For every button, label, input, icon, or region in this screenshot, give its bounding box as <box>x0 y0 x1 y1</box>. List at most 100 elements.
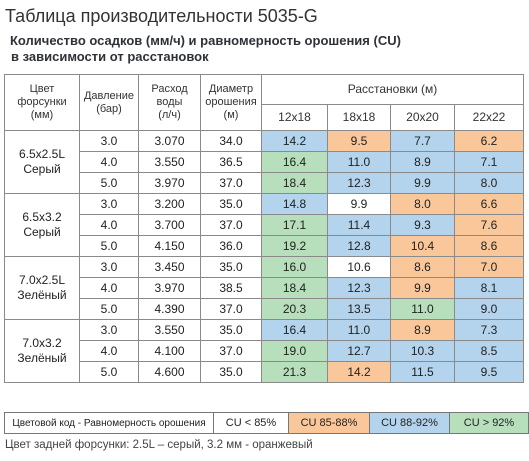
header-nozzle: Цвет форсунки (мм) <box>4 74 80 131</box>
table-row: 5.0 4.600 35.0 21.3 14.2 11.5 9.5 <box>5 361 524 383</box>
diameter-cell: 35.0 <box>200 361 262 383</box>
precipitation-cell: 9.9 <box>390 277 455 299</box>
precipitation-cell: 8.0 <box>390 193 455 215</box>
precipitation-cell: 19.2 <box>261 235 328 257</box>
subtitle-line-1: Количество осадков (мм/ч) и равномерност… <box>10 33 401 48</box>
pressure-cell: 4.0 <box>79 277 139 299</box>
pressure-cell: 4.0 <box>79 214 139 236</box>
nozzle-cell: 7.0x2.5L Зелёный <box>4 256 80 320</box>
footnote: Цвет задней форсунки: 2.5L – серый, 3.2 … <box>5 439 313 451</box>
precipitation-cell: 9.0 <box>454 298 524 320</box>
pressure-cell: 5.0 <box>79 172 139 194</box>
precipitation-cell: 8.0 <box>454 172 524 194</box>
header-spacing-22x22: 22x22 <box>454 104 524 131</box>
flow-cell: 4.600 <box>138 361 201 383</box>
header-pressure: Давление (бар) <box>79 74 139 131</box>
precipitation-cell: 10.3 <box>390 340 455 362</box>
nozzle-size: 7.0x2.5L <box>18 273 66 287</box>
pressure-cell: 5.0 <box>79 361 139 383</box>
header-spacing-20x20: 20x20 <box>390 104 455 131</box>
nozzle-color: Зелёный <box>17 351 67 365</box>
pressure-cell: 3.0 <box>79 193 139 215</box>
precipitation-cell: 9.5 <box>327 130 391 152</box>
nozzle-cell: 7.0x3.2 Зелёный <box>4 319 80 383</box>
flow-cell: 3.970 <box>138 277 201 299</box>
precipitation-cell: 6.2 <box>454 130 524 152</box>
precipitation-cell: 17.1 <box>261 214 328 236</box>
nozzle-size: 6.5x2.5L <box>18 147 66 161</box>
precipitation-cell: 20.3 <box>261 298 328 320</box>
precipitation-cell: 9.5 <box>454 361 524 383</box>
diameter-cell: 35.0 <box>200 193 262 215</box>
diameter-cell: 35.0 <box>200 319 262 341</box>
precipitation-cell: 18.4 <box>261 277 328 299</box>
table-row: 6.5x3.2 Серый 3.0 3.200 35.0 14.8 9.9 8.0 6.6 <box>4 193 524 257</box>
table-row: 4.0 3.550 36.5 16.4 11.0 8.9 7.1 <box>5 151 524 173</box>
table-row: 4.0 3.970 38.5 18.4 12.3 9.9 8.1 <box>5 277 524 299</box>
diameter-cell: 34.0 <box>200 130 262 152</box>
diameter-cell: 38.5 <box>200 277 262 299</box>
diameter-cell: 37.0 <box>200 214 262 236</box>
precipitation-cell: 7.0 <box>454 256 524 278</box>
nozzle-color: Серый <box>23 225 61 239</box>
precipitation-cell: 11.0 <box>390 298 455 320</box>
precipitation-cell: 13.5 <box>327 298 391 320</box>
precipitation-cell: 8.1 <box>454 277 524 299</box>
precipitation-cell: 9.9 <box>327 193 391 215</box>
diameter-cell: 36.5 <box>200 151 262 173</box>
legend-item-cu-85-88: CU 85-88% <box>288 412 370 434</box>
pressure-cell: 5.0 <box>79 298 139 320</box>
precipitation-cell: 8.6 <box>390 256 455 278</box>
table-row: 7.0x2.5L Зелёный 3.0 3.450 35.0 16.0 10.6 8.6 7.… <box>4 256 524 320</box>
table-row: 4.0 3.700 37.0 17.1 11.4 9.3 7.6 <box>5 214 524 236</box>
table-row: 6.5x2.5L Серый 3.0 3.070 34.0 14.2 9.5 7.7 6.2 <box>4 130 524 194</box>
table-row: 5.0 4.390 37.0 20.3 13.5 11.0 9.0 <box>5 298 524 320</box>
precipitation-cell: 14.2 <box>327 361 391 383</box>
precipitation-cell: 16.0 <box>261 256 328 278</box>
diameter-cell: 35.0 <box>200 256 262 278</box>
legend: Цветовой код - Равномерность орошения CU… <box>4 412 529 434</box>
performance-table-body: 6.5x2.5L Серый 3.0 3.070 34.0 14.2 9.5 7.7 6.2 4.… <box>4 130 524 383</box>
page-title: Таблица производительности 5035-G <box>5 6 318 26</box>
precipitation-cell: 19.0 <box>261 340 328 362</box>
precipitation-cell: 8.6 <box>454 235 524 257</box>
flow-cell: 3.550 <box>138 319 201 341</box>
pressure-cell: 4.0 <box>79 340 139 362</box>
table-row: 7.0x3.2 Зелёный 3.0 3.550 35.0 16.4 11.0 8.9 7.3 <box>4 319 524 383</box>
precipitation-cell: 9.3 <box>390 214 455 236</box>
header-spacing-12x18: 12x18 <box>261 104 328 131</box>
legend-item-cu-88-92: CU 88-92% <box>369 412 450 434</box>
pressure-cell: 3.0 <box>79 130 139 152</box>
flow-cell: 4.390 <box>138 298 201 320</box>
page-subtitle: Количество осадков (мм/ч) и равномерност… <box>10 33 525 65</box>
precipitation-cell: 7.3 <box>454 319 524 341</box>
flow-cell: 4.150 <box>138 235 201 257</box>
flow-cell: 3.700 <box>138 214 201 236</box>
nozzle-color: Зелёный <box>17 288 67 302</box>
precipitation-cell: 11.5 <box>390 361 455 383</box>
legend-item-cu-above-92: CU > 92% <box>449 412 529 434</box>
precipitation-cell: 12.7 <box>327 340 391 362</box>
precipitation-cell: 18.4 <box>261 172 328 194</box>
pressure-cell: 3.0 <box>79 319 139 341</box>
subtitle-line-2: в зависимости от расстановок <box>11 49 209 64</box>
precipitation-cell: 9.9 <box>390 172 455 194</box>
pressure-cell: 5.0 <box>79 235 139 257</box>
header-diameter: Диаметр орошения (м) <box>200 74 262 131</box>
diameter-cell: 37.0 <box>200 298 262 320</box>
precipitation-cell: 12.3 <box>327 277 391 299</box>
table-row: 5.0 4.150 36.0 19.2 12.8 10.4 8.6 <box>5 235 524 257</box>
flow-cell: 3.070 <box>138 130 201 152</box>
precipitation-cell: 8.9 <box>390 151 455 173</box>
diameter-cell: 37.0 <box>200 340 262 362</box>
nozzle-size: 7.0x3.2 <box>22 336 62 350</box>
legend-item-cu-below-85: CU < 85% <box>213 412 289 434</box>
precipitation-cell: 10.4 <box>390 235 455 257</box>
flow-cell: 3.970 <box>138 172 201 194</box>
precipitation-cell: 8.5 <box>454 340 524 362</box>
header-spacing-18x18: 18x18 <box>327 104 391 131</box>
precipitation-cell: 8.9 <box>390 319 455 341</box>
nozzle-cell: 6.5x3.2 Серый <box>4 193 80 257</box>
precipitation-cell: 6.6 <box>454 193 524 215</box>
pressure-cell: 4.0 <box>79 151 139 173</box>
